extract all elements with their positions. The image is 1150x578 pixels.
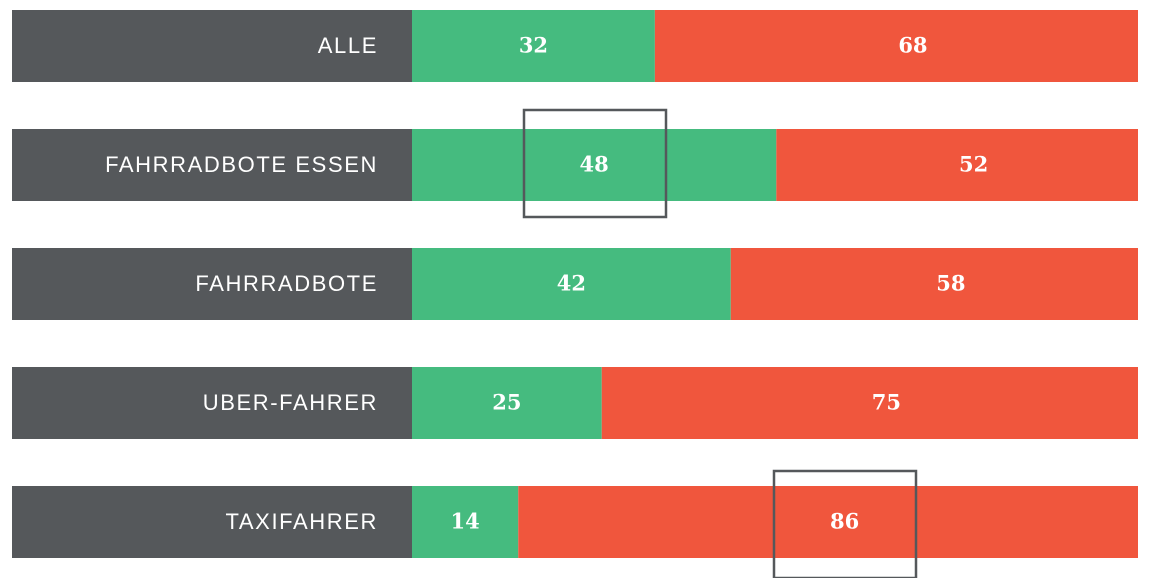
bar-segment (412, 248, 731, 320)
category-box (12, 10, 412, 82)
category-label: FAHRRADBOTE (195, 271, 378, 296)
value-label: 14 (451, 509, 480, 534)
labels: ALLE 32 68 FAHRRADBOTE ESSEN 48 52 FAHRRADBOTE… (12, 10, 988, 558)
value-label: 42 (557, 271, 586, 296)
value-label: 68 (898, 33, 927, 58)
value-label: 86 (830, 509, 859, 534)
value-label: 48 (580, 152, 609, 177)
bar-segment (776, 129, 1138, 201)
value-label: 25 (492, 390, 521, 415)
bar-segment (412, 486, 519, 558)
bar-segment (518, 486, 1138, 558)
value-label: 52 (959, 152, 988, 177)
value-label: 75 (872, 390, 901, 415)
value-label: 58 (936, 271, 965, 296)
bar-segment (730, 248, 1138, 320)
category-box (12, 129, 412, 201)
bar-segment (601, 367, 1138, 439)
category-label: TAXIFAHRER (225, 509, 378, 534)
bars (412, 10, 1138, 558)
highlight-box (772, 469, 918, 578)
category-box (12, 486, 412, 558)
value-label: 32 (519, 33, 548, 58)
category-label: UBER-FAHRER (203, 390, 378, 415)
category-box (12, 367, 412, 439)
bar-segment (654, 10, 1138, 82)
bar-segment (412, 129, 777, 201)
bar-segment (412, 367, 602, 439)
bar-segment (412, 10, 655, 82)
category-box (12, 248, 412, 320)
highlight-box (522, 108, 668, 219)
category-label: ALLE (318, 33, 378, 58)
category-label: FAHRRADBOTE ESSEN (105, 152, 378, 177)
